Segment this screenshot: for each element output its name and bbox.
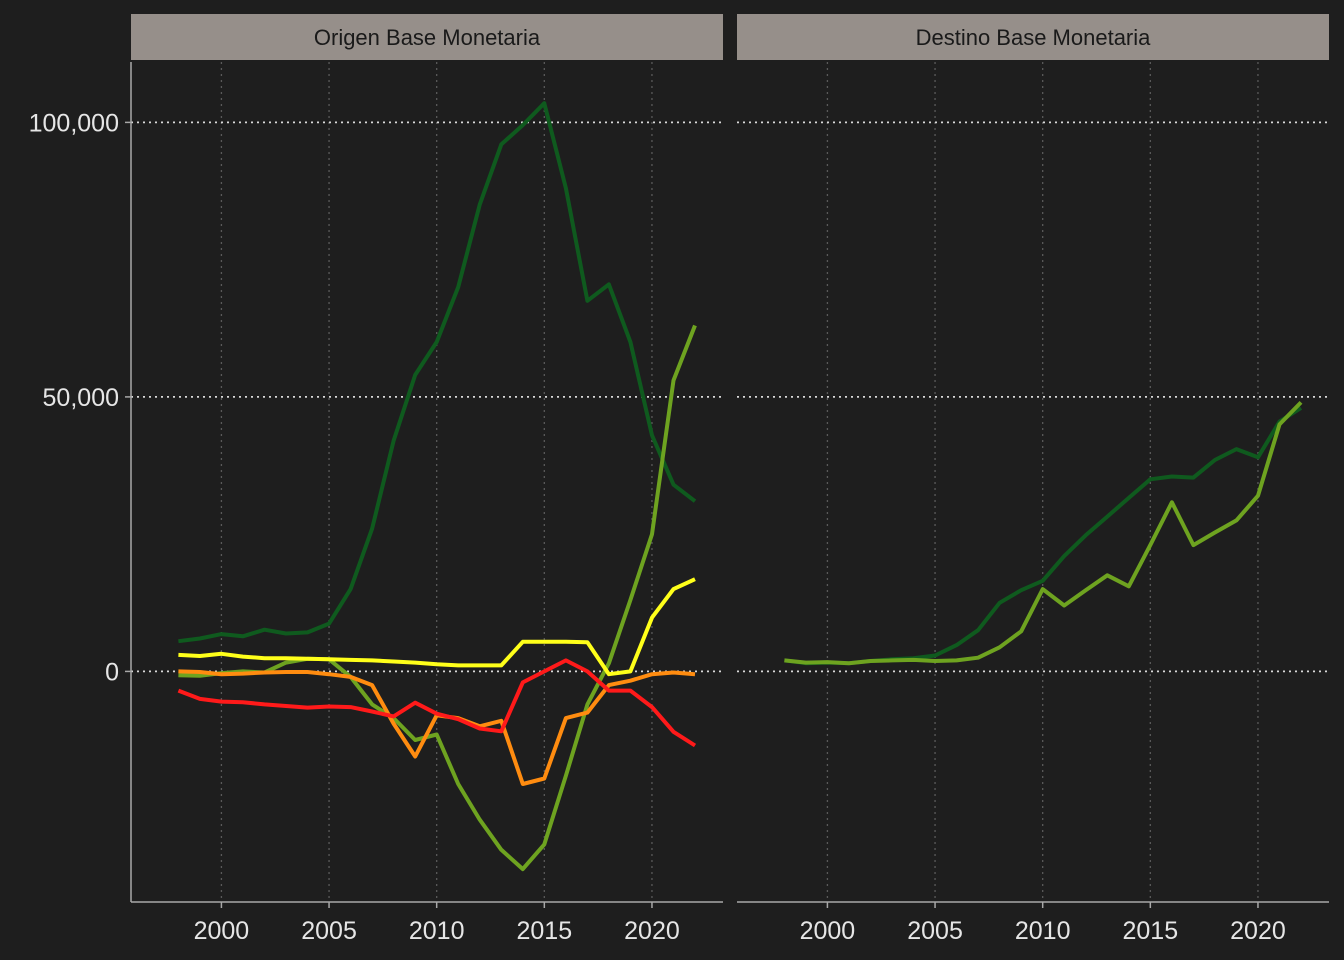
x-tick-label: 2000	[194, 917, 250, 945]
y-tick-label: 0	[105, 658, 119, 686]
x-tick-label: 2010	[1015, 917, 1071, 945]
x-tick-label: 2015	[1123, 917, 1179, 945]
x-tick-label: 2010	[409, 917, 465, 945]
panel-strip	[131, 14, 723, 60]
x-tick-label: 2020	[1230, 917, 1286, 945]
x-tick-label: 2015	[517, 917, 573, 945]
y-tick-label: 50,000	[43, 384, 119, 412]
y-tick-label: 100,000	[29, 109, 119, 137]
series-line-1	[178, 101, 697, 644]
panel-title: Origen Base Monetaria	[314, 25, 541, 50]
series-line-3	[178, 577, 696, 677]
series-line-5	[177, 658, 697, 748]
panel-2: Destino Base Monetaria 2000 2005 2010 2015 20…	[737, 14, 1329, 945]
x-tick-label: 2020	[624, 917, 680, 945]
panel-strip	[737, 14, 1329, 60]
x-tick-label: 2005	[907, 917, 963, 945]
x-tick-label: 2005	[301, 917, 357, 945]
panel-1: Origen Base Monetaria 2000 2005 2010 2015 202…	[131, 14, 723, 945]
series-line-2	[784, 401, 1303, 666]
x-tick-label: 2000	[800, 917, 856, 945]
panels-layer: Origen Base Monetaria 2000 2005 2010 2015 202…	[131, 14, 1329, 945]
panel-title: Destino Base Monetaria	[916, 25, 1152, 50]
y-axis: 0 50,000 100,000	[29, 62, 132, 902]
